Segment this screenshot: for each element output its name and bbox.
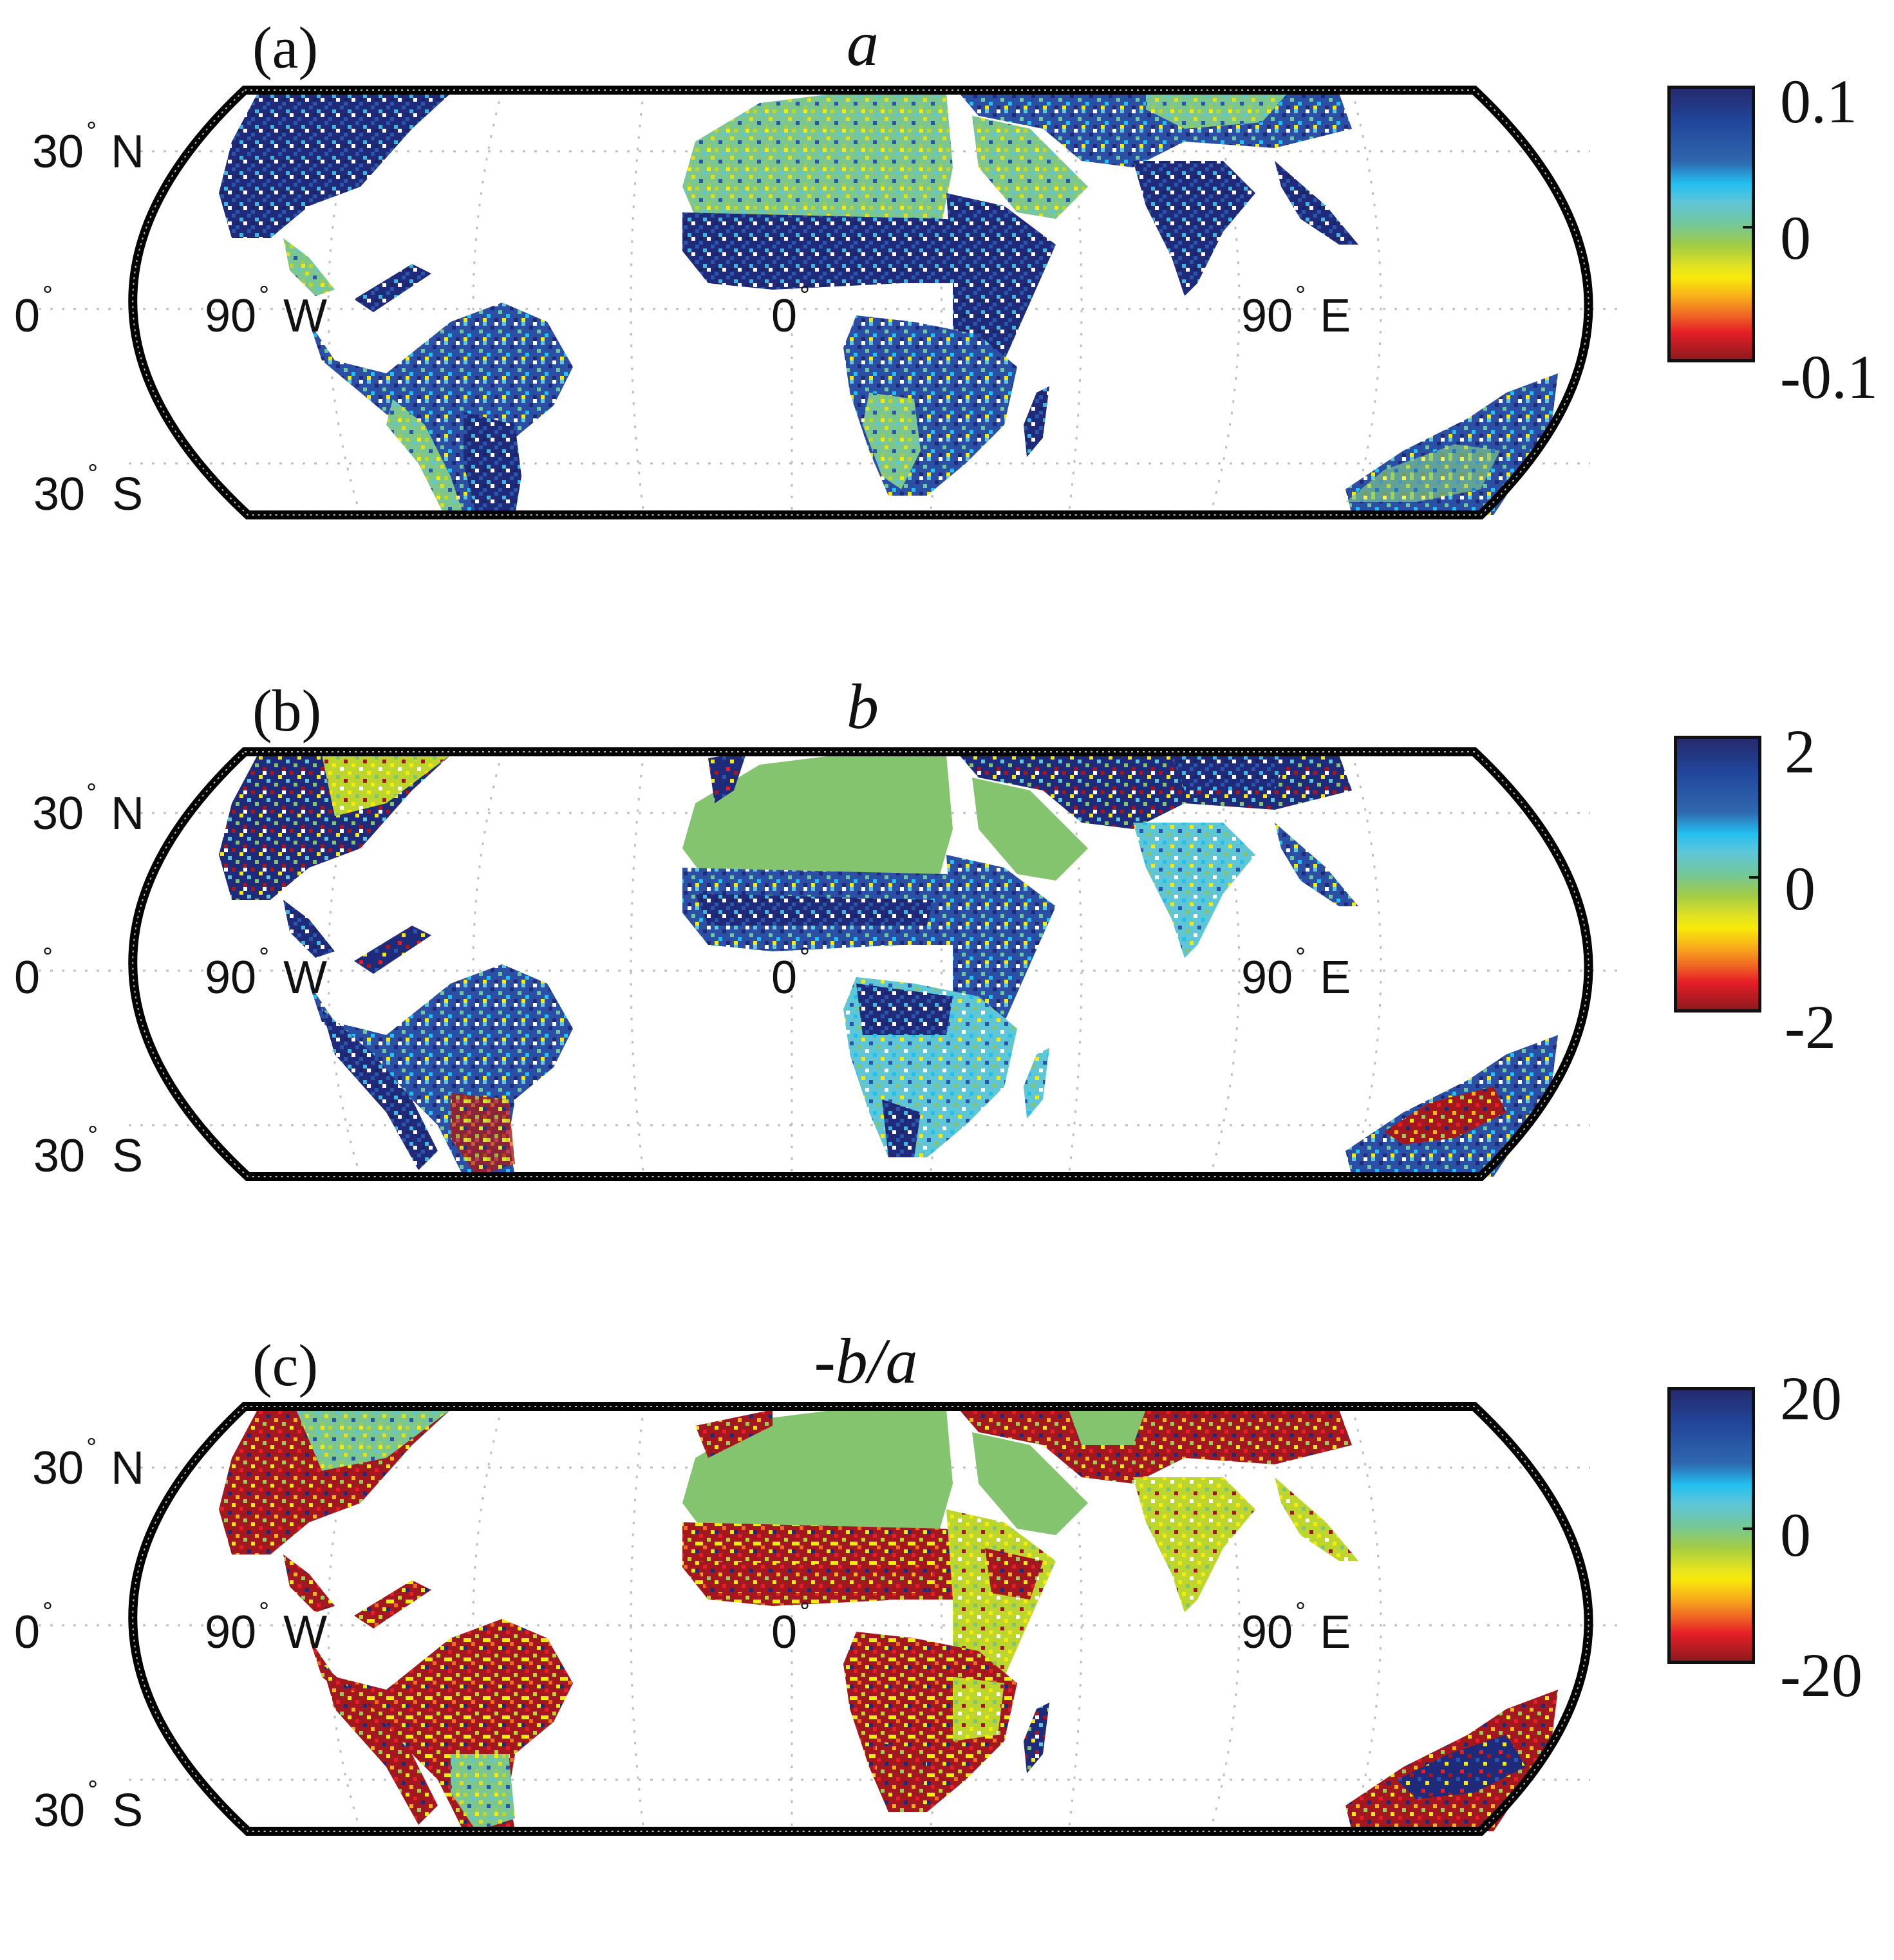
colorbar: [1674, 736, 1761, 1013]
lat-label-0: 0 °: [14, 943, 53, 1003]
panel-letter: (b): [252, 678, 322, 743]
panel-a: (a) a: [0, 0, 1894, 644]
lon-label-90e: 90 ° E: [1241, 281, 1351, 342]
map-panel-c: [37, 1316, 1624, 1960]
colorbar-max-label: 2: [1785, 717, 1815, 786]
lat-label-30s: 30 ° S: [33, 460, 144, 520]
lon-label-90w: 90 ° W: [205, 1598, 328, 1658]
colorbar: [1667, 1387, 1755, 1664]
panel-title: b: [847, 671, 879, 742]
lat-label-0: 0 °: [14, 281, 53, 342]
colorbar-mid-tick: [1749, 876, 1758, 879]
colorbar-min-label: -0.1: [1780, 342, 1878, 411]
lon-label-90w: 90 ° W: [205, 943, 328, 1003]
lat-label-30n: 30 ° N: [32, 117, 145, 178]
lat-label-30n: 30 ° N: [32, 779, 145, 839]
lon-label-90e: 90 ° E: [1241, 943, 1351, 1003]
panel-b: (b) b: [0, 662, 1894, 1305]
panel-letter: (a): [252, 15, 319, 80]
colorbar-mid-label: 0: [1785, 854, 1815, 923]
lon-label-90w: 90 ° W: [205, 281, 328, 342]
panel-c: (c) -b/a: [0, 1316, 1894, 1960]
colorbar-max-label: 0.1: [1780, 67, 1857, 136]
panel-title: -b/a: [814, 1325, 918, 1397]
colorbar: [1667, 86, 1755, 362]
lon-label-90e: 90 ° E: [1241, 1598, 1351, 1658]
lat-label-30n: 30 ° N: [32, 1433, 145, 1494]
lat-label-0: 0 °: [14, 1598, 53, 1658]
map-panel-b: [37, 662, 1624, 1305]
colorbar-max-label: 20: [1780, 1364, 1842, 1433]
colorbar-mid-tick: [1743, 226, 1752, 229]
colorbar-min-label: -2: [1785, 993, 1836, 1061]
colorbar-mid-tick: [1743, 1527, 1752, 1530]
lon-label-0: 0 °: [771, 943, 811, 1003]
lat-label-30s: 30 ° S: [33, 1776, 144, 1836]
colorbar-mid-label: 0: [1780, 203, 1811, 272]
lon-label-0: 0 °: [771, 1598, 811, 1658]
colorbar-min-label: -20: [1780, 1641, 1862, 1710]
lat-label-30s: 30 ° S: [33, 1121, 144, 1182]
region-north-america: [219, 93, 451, 238]
panel-title: a: [847, 8, 879, 79]
colorbar-mid-label: 0: [1780, 1500, 1811, 1569]
lon-label-0: 0 °: [771, 281, 811, 342]
map-panel-a: [37, 0, 1624, 644]
panel-letter: (c): [252, 1332, 319, 1398]
